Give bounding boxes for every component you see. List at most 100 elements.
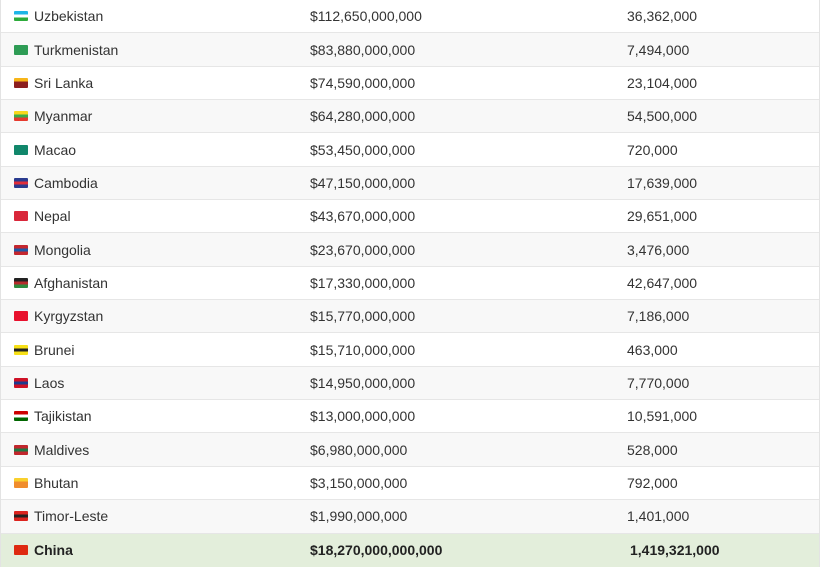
brunei-flag-icon: [14, 344, 28, 355]
country-cell: China: [1, 542, 298, 558]
bhutan-flag-icon: [14, 477, 28, 488]
country-cell: Brunei: [1, 342, 298, 358]
gdp-cell: $6,980,000,000: [310, 441, 408, 458]
table-row: Laos $14,950,000,000 7,770,000: [1, 366, 819, 401]
country-name: Maldives: [34, 441, 90, 458]
country-cell: Laos: [1, 375, 298, 391]
country-cell: Macao: [1, 142, 298, 158]
country-cell: Kyrgyzstan: [1, 308, 298, 324]
maldives-flag-icon: [14, 444, 28, 455]
gdp-cell: $74,590,000,000: [310, 74, 416, 91]
gdp-cell: $23,670,000,000: [310, 241, 416, 258]
population-cell: 42,647,000: [627, 274, 698, 291]
population-cell: 54,500,000: [627, 108, 698, 125]
country-name: Sri Lanka: [34, 74, 94, 91]
population-cell: 17,639,000: [627, 174, 698, 191]
country-cell: Maldives: [1, 442, 298, 458]
population-cell: 29,651,000: [627, 208, 698, 225]
country-cell: Turkmenistan: [1, 42, 298, 58]
laos-flag-icon: [14, 377, 28, 388]
country-name: Nepal: [34, 208, 71, 225]
country-name: Mongolia: [34, 241, 91, 258]
gdp-cell: $13,000,000,000: [310, 408, 416, 425]
gdp-cell: $15,710,000,000: [310, 341, 416, 358]
table-row: Timor-Leste $1,990,000,000 1,401,000: [1, 500, 819, 534]
country-name: Kyrgyzstan: [34, 308, 104, 325]
population-cell: 7,494,000: [627, 41, 690, 58]
kyrgyzstan-flag-icon: [14, 311, 28, 322]
table-row: Mongolia $23,670,000,000 3,476,000: [1, 233, 819, 267]
table-row: Kyrgyzstan $15,770,000,000 7,186,000: [1, 300, 819, 334]
country-name: Laos: [34, 374, 65, 391]
table-row: Sri Lanka $74,590,000,000 23,104,000: [1, 67, 819, 101]
population-cell: 7,186,000: [627, 308, 690, 325]
gdp-cell: $15,770,000,000: [310, 308, 416, 325]
table-row: Turkmenistan $83,880,000,000 7,494,000: [1, 33, 819, 67]
table-row: Nepal $43,670,000,000 29,651,000: [1, 200, 819, 234]
country-cell: Tajikistan: [1, 408, 298, 424]
gdp-cell: $64,280,000,000: [310, 108, 416, 125]
gdp-cell: $43,670,000,000: [310, 208, 416, 225]
country-cell: Sri Lanka: [1, 75, 298, 91]
cambodia-flag-icon: [14, 177, 28, 188]
gdp-cell: $83,880,000,000: [310, 41, 416, 58]
population-cell: 1,419,321,000: [630, 542, 720, 559]
gdp-cell: $14,950,000,000: [310, 374, 416, 391]
country-cell: Uzbekistan: [1, 8, 298, 24]
country-name: Uzbekistan: [34, 8, 104, 25]
gdp-cell: $1,990,000,000: [310, 508, 408, 525]
population-cell: 36,362,000: [627, 8, 698, 25]
country-cell: Mongolia: [1, 242, 298, 258]
gdp-cell: $112,650,000,000: [310, 8, 422, 25]
tajikistan-flag-icon: [14, 411, 28, 422]
table-row: Afghanistan $17,330,000,000 42,647,000: [1, 267, 819, 301]
gdp-cell: $3,150,000,000: [310, 474, 408, 491]
country-cell: Timor-Leste: [1, 508, 298, 524]
population-cell: 792,000: [627, 474, 678, 491]
population-cell: 10,591,000: [627, 408, 698, 425]
population-cell: 23,104,000: [627, 74, 698, 91]
country-cell: Myanmar: [1, 108, 298, 124]
table-row: Brunei $15,710,000,000 463,000: [1, 333, 819, 367]
sri-lanka-flag-icon: [14, 77, 28, 88]
table-row: Cambodia $47,150,000,000 17,639,000: [1, 166, 819, 201]
turkmenistan-flag-icon: [14, 44, 28, 55]
country-name: Myanmar: [34, 108, 93, 125]
country-name: Macao: [34, 141, 77, 158]
table-row: Bhutan $3,150,000,000 792,000: [1, 467, 819, 501]
china-flag-icon: [14, 545, 28, 556]
country-name: Brunei: [34, 341, 75, 358]
population-cell: 528,000: [627, 441, 678, 458]
timor-leste-flag-icon: [14, 511, 28, 522]
gdp-cell: $47,150,000,000: [310, 174, 416, 191]
myanmar-flag-icon: [14, 111, 28, 122]
population-cell: 720,000: [627, 141, 678, 158]
country-name: Cambodia: [34, 174, 98, 191]
country-cell: Nepal: [1, 208, 298, 224]
table-row: Myanmar $64,280,000,000 54,500,000: [1, 100, 819, 134]
nepal-flag-icon: [14, 211, 28, 222]
table-row-highlighted: China $18,270,000,000,000 1,419,321,000: [1, 533, 819, 567]
gdp-cell: $53,450,000,000: [310, 141, 416, 158]
country-cell: Afghanistan: [1, 275, 298, 291]
country-name: China: [34, 542, 73, 559]
country-name: Turkmenistan: [34, 41, 119, 58]
country-cell: Bhutan: [1, 475, 298, 491]
country-cell: Cambodia: [1, 175, 298, 191]
country-name: Timor-Leste: [34, 508, 109, 525]
country-name: Afghanistan: [34, 274, 108, 291]
population-cell: 1,401,000: [627, 508, 690, 525]
afghanistan-flag-icon: [14, 277, 28, 288]
table-row: Tajikistan $13,000,000,000 10,591,000: [1, 400, 819, 434]
table-row: Uzbekistan $112,650,000,000 36,362,000: [1, 0, 819, 34]
gdp-cell: $18,270,000,000,000: [310, 542, 443, 559]
country-name: Bhutan: [34, 474, 79, 491]
gdp-cell: $17,330,000,000: [310, 274, 416, 291]
mongolia-flag-icon: [14, 244, 28, 255]
population-cell: 7,770,000: [627, 374, 690, 391]
table-row: Macao $53,450,000,000 720,000: [1, 133, 819, 167]
macao-flag-icon: [14, 144, 28, 155]
population-cell: 3,476,000: [627, 241, 690, 258]
country-name: Tajikistan: [34, 408, 92, 425]
